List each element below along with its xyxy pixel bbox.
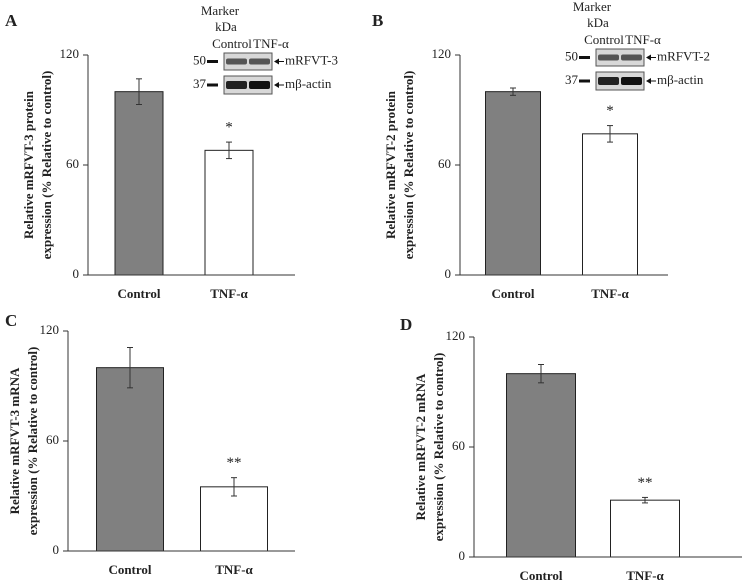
panel-letter: B [372, 11, 383, 30]
significance-label: ** [638, 475, 653, 491]
y-tick-label: 60 [438, 156, 451, 171]
significance-label: ** [227, 455, 242, 471]
bar [114, 91, 164, 276]
inset-lane-label: Control [584, 32, 624, 47]
bar [200, 486, 268, 552]
y-axis-label: expression (% Relative to control) [25, 347, 40, 536]
inset-marker-size: 37 [193, 76, 207, 91]
blot-band [598, 77, 619, 85]
y-axis-label: expression (% Relative to control) [401, 71, 416, 260]
y-tick-label: 0 [445, 266, 452, 281]
arrow-head [274, 58, 279, 65]
bar [582, 133, 638, 276]
inset-marker-label: kDa [587, 15, 609, 30]
x-tick-label: TNF-α [626, 568, 664, 583]
x-tick-label: Control [117, 286, 160, 301]
bar [96, 367, 164, 552]
x-tick-label: Control [519, 568, 562, 583]
inset-marker-size: 50 [193, 52, 206, 67]
x-tick-label: Control [108, 562, 151, 577]
panel-letter: C [5, 311, 17, 330]
blot-band [249, 58, 270, 65]
y-axis-label: Relative mRFVT-2 protein [383, 90, 398, 239]
blot-box [595, 48, 645, 67]
x-tick-label: TNF-α [210, 286, 248, 301]
x-tick-label: TNF-α [591, 286, 629, 301]
x-tick-label: TNF-α [215, 562, 253, 577]
y-tick-label: 0 [53, 542, 60, 557]
arrow-head [274, 82, 279, 88]
inset-band-label: mRFVT-3 [285, 52, 338, 67]
y-axis-label: Relative mRFVT-3 mRNA [7, 367, 22, 514]
blot-band [621, 54, 642, 61]
bar [485, 91, 541, 276]
y-axis-label: expression (% Relative to control) [39, 71, 54, 260]
panel-letter: D [400, 315, 412, 334]
inset-marker-size: 50 [565, 48, 578, 63]
panel-letter: A [5, 11, 18, 30]
y-tick-label: 60 [46, 432, 59, 447]
inset-lane-label: TNF-α [253, 36, 289, 51]
y-tick-label: 0 [73, 266, 80, 281]
blot-box [595, 71, 645, 91]
inset-band-label: mβ-actin [285, 76, 332, 91]
inset-lane-label: TNF-α [625, 32, 661, 47]
blot-band [226, 58, 247, 65]
significance-label: * [225, 120, 233, 136]
bar [610, 499, 680, 558]
inset-marker-size: 37 [565, 72, 579, 87]
y-tick-label: 60 [452, 438, 465, 453]
y-tick-label: 120 [60, 46, 80, 61]
inset-band-label: mβ-actin [657, 72, 704, 87]
y-tick-label: 0 [459, 548, 466, 563]
inset-marker-label: kDa [215, 19, 237, 34]
y-axis-label: Relative mRFVT-2 mRNA [413, 373, 428, 520]
y-axis-label: Relative mRFVT-3 protein [21, 90, 36, 239]
arrow-head [646, 54, 651, 61]
y-tick-label: 60 [66, 156, 79, 171]
bar [204, 149, 254, 276]
inset-marker-label: Marker [201, 3, 240, 18]
inset-lane-label: Control [212, 36, 252, 51]
blot-box [223, 52, 273, 71]
y-tick-label: 120 [446, 328, 466, 343]
y-tick-label: 120 [40, 322, 60, 337]
inset-band-label: mRFVT-2 [657, 48, 710, 63]
blot-box [223, 75, 273, 95]
bar [506, 373, 576, 558]
blot-band [598, 54, 619, 61]
blot-band [226, 81, 247, 89]
y-axis-label: expression (% Relative to control) [431, 353, 446, 542]
blot-band [621, 77, 642, 85]
y-tick-label: 120 [432, 46, 452, 61]
inset-marker-label: Marker [573, 0, 612, 14]
significance-label: * [606, 103, 614, 119]
blot-band [249, 81, 270, 89]
arrow-head [646, 78, 651, 84]
x-tick-label: Control [491, 286, 534, 301]
